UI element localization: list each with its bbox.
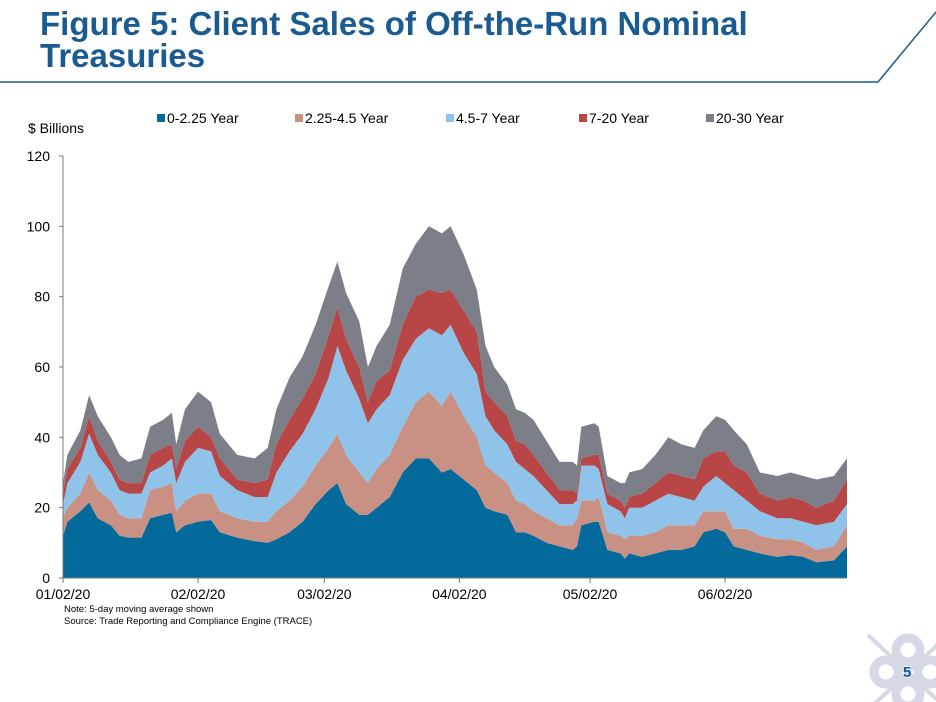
x-tick-label: 06/02/20 xyxy=(698,586,753,602)
y-tick-label: 0 xyxy=(42,570,50,586)
y-tick-label: 80 xyxy=(34,289,50,305)
legend-label: 7-20 Year xyxy=(589,110,649,126)
logo-watermark xyxy=(866,633,936,702)
legend-label: 20-30 Year xyxy=(716,110,784,126)
legend-swatch xyxy=(446,114,454,122)
legend-swatch xyxy=(706,114,714,122)
chart-source: Source: Trade Reporting and Compliance E… xyxy=(64,616,313,627)
area-series-1 xyxy=(63,391,847,563)
header-rule xyxy=(0,11,936,83)
axes: 0 20 40 60 80 100 120 01/02/20 02/02/20 03/02/20 0… xyxy=(27,148,847,602)
legend-label: 0-2.25 Year xyxy=(167,110,239,126)
area-series-2 xyxy=(63,324,847,550)
x-tick-label: 04/02/20 xyxy=(432,586,487,602)
y-tick-label: 100 xyxy=(27,218,51,234)
chart-note: Note: 5-day moving average shown xyxy=(64,604,214,615)
legend-label: 4.5-7 Year xyxy=(456,110,520,126)
slide-title: Figure 5: Client Sales of Off-the-Run No… xyxy=(40,5,748,74)
x-tick-label: 05/02/20 xyxy=(563,586,618,602)
x-tick-label: 01/02/20 xyxy=(36,586,91,602)
area-layers xyxy=(63,226,847,578)
area-series-0 xyxy=(63,458,847,578)
legend-swatch xyxy=(295,114,303,122)
area-series-3 xyxy=(63,289,847,526)
y-tick-label: 120 xyxy=(27,148,51,164)
y-tick-label: 20 xyxy=(34,500,50,516)
legend-swatch xyxy=(157,114,165,122)
x-tick-label: 02/02/20 xyxy=(171,586,226,602)
y-tick-label: 40 xyxy=(34,429,50,445)
page-number: 5 xyxy=(903,664,912,681)
y-tick-label: 60 xyxy=(34,359,50,375)
legend-label: 2.25-4.5 Year xyxy=(305,110,389,126)
legend-swatch xyxy=(579,114,587,122)
area-series-4 xyxy=(63,226,847,508)
y-axis-label: $ Billions xyxy=(28,120,84,136)
x-tick-label: 03/02/20 xyxy=(297,586,352,602)
legend: 0-2.25 Year 2.25-4.5 Year 4.5-7 Year 7-20 Y… xyxy=(157,110,784,126)
